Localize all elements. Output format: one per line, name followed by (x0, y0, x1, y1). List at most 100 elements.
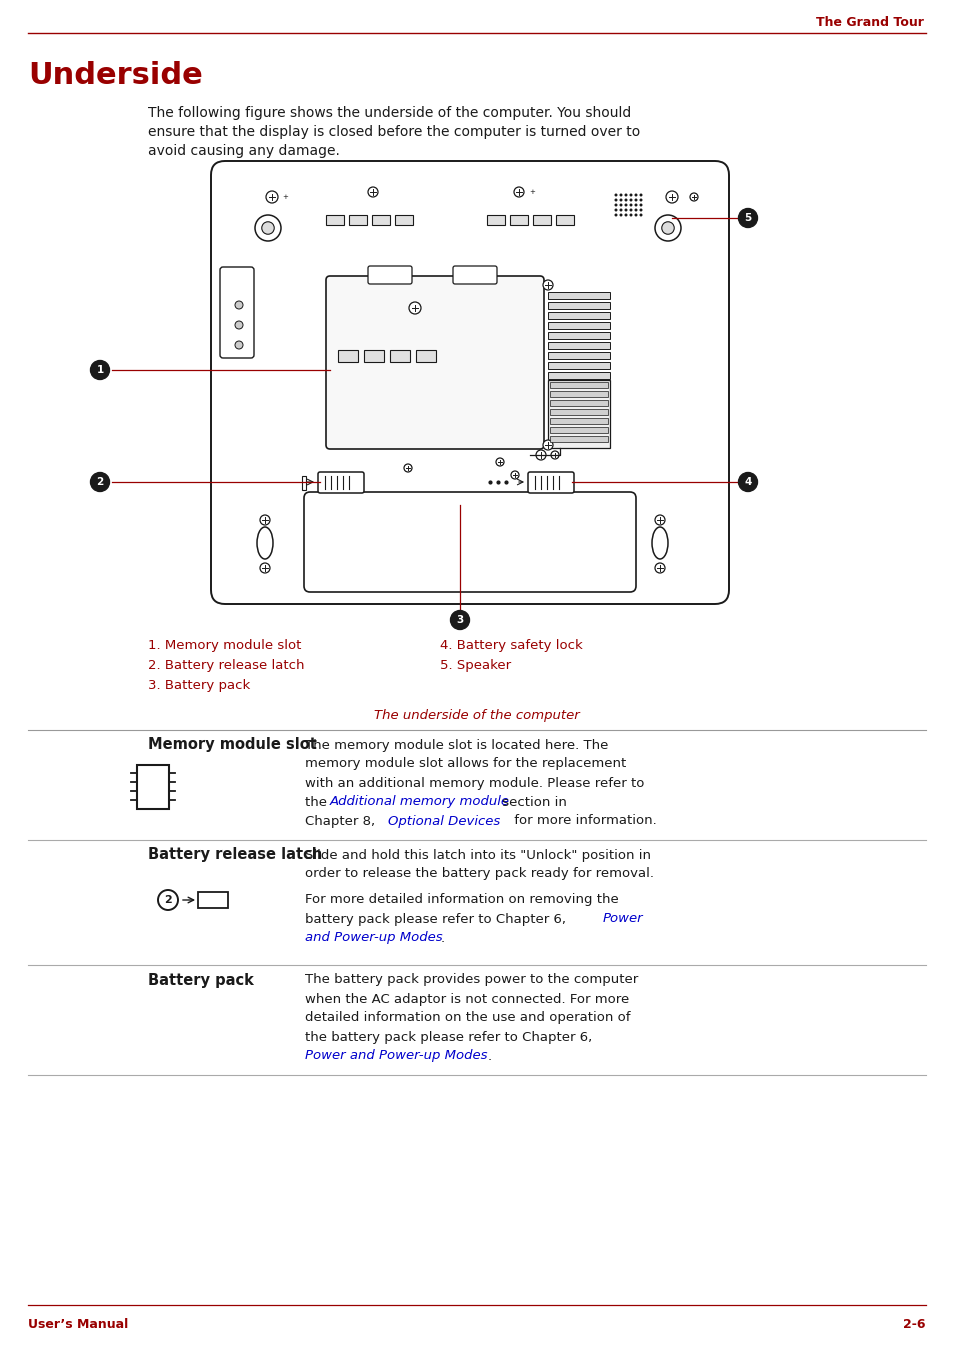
Text: +: + (282, 195, 288, 200)
Circle shape (266, 190, 277, 203)
Bar (547, 342, 609, 349)
Circle shape (738, 208, 757, 227)
Circle shape (655, 563, 664, 573)
Circle shape (618, 193, 622, 196)
Text: 5: 5 (743, 213, 751, 223)
Text: 3. Battery pack: 3. Battery pack (148, 678, 250, 692)
Circle shape (260, 515, 270, 526)
Circle shape (655, 215, 680, 240)
Circle shape (614, 199, 617, 201)
Text: .: . (488, 1050, 492, 1062)
Circle shape (91, 361, 110, 380)
Text: Underside: Underside (28, 61, 203, 89)
FancyBboxPatch shape (453, 266, 497, 284)
Text: Power and Power-up Modes: Power and Power-up Modes (305, 1050, 487, 1062)
FancyBboxPatch shape (527, 471, 574, 493)
Circle shape (618, 204, 622, 207)
Circle shape (639, 208, 641, 212)
FancyBboxPatch shape (317, 471, 364, 493)
Text: Slide and hold this latch into its "Unlock" position in: Slide and hold this latch into its "Unlo… (305, 848, 650, 862)
Bar (547, 362, 609, 369)
Text: ensure that the display is closed before the computer is turned over to: ensure that the display is closed before… (148, 126, 639, 139)
Text: The following figure shows the underside of the computer. You should: The following figure shows the underside… (148, 105, 631, 120)
Circle shape (614, 204, 617, 207)
Circle shape (158, 890, 178, 911)
Circle shape (234, 322, 243, 330)
Text: detailed information on the use and operation of: detailed information on the use and oper… (305, 1012, 630, 1024)
Bar (547, 303, 609, 309)
Bar (556, 215, 574, 226)
Circle shape (551, 451, 558, 459)
Text: memory module slot allows for the replacement: memory module slot allows for the replac… (305, 758, 625, 770)
Circle shape (624, 213, 627, 216)
Bar (302, 476, 306, 490)
FancyBboxPatch shape (304, 492, 636, 592)
Circle shape (403, 463, 412, 471)
Circle shape (629, 204, 632, 207)
Circle shape (629, 213, 632, 216)
Bar (550, 436, 607, 442)
Circle shape (738, 473, 757, 492)
Circle shape (629, 199, 632, 201)
Bar (550, 417, 607, 424)
Circle shape (639, 193, 641, 196)
Text: Battery release latch: Battery release latch (148, 847, 322, 862)
Text: 4. Battery safety lock: 4. Battery safety lock (439, 639, 582, 651)
FancyBboxPatch shape (211, 161, 728, 604)
Text: .: . (440, 931, 445, 944)
FancyBboxPatch shape (368, 266, 412, 284)
Text: For more detailed information on removing the: For more detailed information on removin… (305, 893, 618, 907)
Bar (372, 215, 390, 226)
Circle shape (618, 208, 622, 212)
Circle shape (639, 204, 641, 207)
Bar (395, 215, 413, 226)
Text: Memory module slot: Memory module slot (148, 738, 316, 753)
Text: 5. Speaker: 5. Speaker (439, 658, 511, 671)
Circle shape (542, 280, 553, 290)
Ellipse shape (651, 527, 667, 559)
Text: The Grand Tour: The Grand Tour (815, 15, 923, 28)
Text: The battery pack provides power to the computer: The battery pack provides power to the c… (305, 974, 638, 986)
Circle shape (614, 193, 617, 196)
Text: Chapter 8,: Chapter 8, (305, 815, 379, 828)
Bar (547, 312, 609, 319)
Bar (547, 322, 609, 330)
Bar (510, 215, 527, 226)
Text: 1: 1 (96, 365, 104, 376)
Text: for more information.: for more information. (510, 815, 656, 828)
Bar (533, 215, 551, 226)
FancyBboxPatch shape (326, 276, 543, 449)
Circle shape (634, 193, 637, 196)
Bar (547, 332, 609, 339)
Text: and Power-up Modes: and Power-up Modes (305, 931, 442, 944)
Bar (337, 350, 357, 362)
Bar (390, 350, 410, 362)
Text: when the AC adaptor is not connected. For more: when the AC adaptor is not connected. Fo… (305, 993, 629, 1005)
Circle shape (254, 215, 281, 240)
Circle shape (634, 208, 637, 212)
Circle shape (634, 199, 637, 201)
Text: order to release the battery pack ready for removal.: order to release the battery pack ready … (305, 867, 654, 881)
Circle shape (536, 450, 545, 459)
Circle shape (409, 303, 420, 313)
Text: 2. Battery release latch: 2. Battery release latch (148, 658, 304, 671)
Text: 4: 4 (743, 477, 751, 486)
Bar (326, 215, 344, 226)
Bar (416, 350, 436, 362)
Circle shape (261, 222, 274, 234)
Ellipse shape (256, 527, 273, 559)
Text: 1. Memory module slot: 1. Memory module slot (148, 639, 301, 651)
Circle shape (618, 199, 622, 201)
Bar (547, 372, 609, 380)
Bar (349, 215, 367, 226)
Circle shape (689, 193, 698, 201)
Bar (550, 382, 607, 388)
Circle shape (629, 193, 632, 196)
Circle shape (618, 213, 622, 216)
Circle shape (234, 301, 243, 309)
Bar (547, 353, 609, 359)
Text: Battery pack: Battery pack (148, 973, 253, 988)
Circle shape (614, 213, 617, 216)
Bar (137, 765, 169, 809)
Text: Optional Devices: Optional Devices (388, 815, 499, 828)
